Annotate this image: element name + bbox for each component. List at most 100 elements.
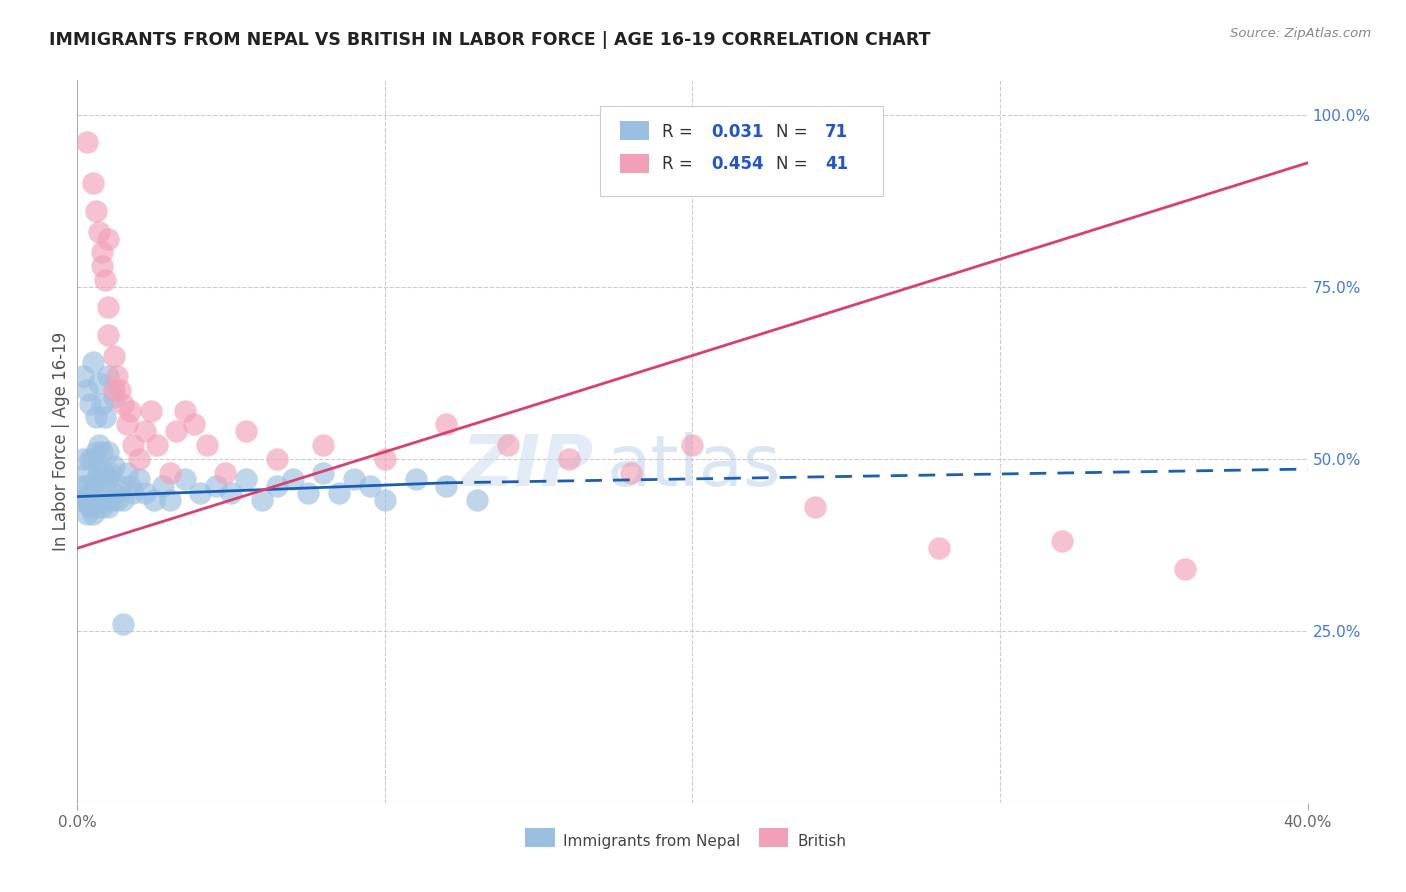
Y-axis label: In Labor Force | Age 16-19: In Labor Force | Age 16-19 — [52, 332, 70, 551]
Point — [146, 438, 169, 452]
Text: N =: N = — [776, 155, 813, 173]
Point — [359, 479, 381, 493]
Text: IMMIGRANTS FROM NEPAL VS BRITISH IN LABOR FORCE | AGE 16-19 CORRELATION CHART: IMMIGRANTS FROM NEPAL VS BRITISH IN LABO… — [49, 31, 931, 49]
Point — [134, 424, 156, 438]
Point — [84, 204, 107, 219]
FancyBboxPatch shape — [620, 153, 650, 173]
Text: atlas: atlas — [606, 433, 780, 501]
FancyBboxPatch shape — [620, 121, 650, 140]
Point — [128, 472, 150, 486]
Text: Immigrants from Nepal: Immigrants from Nepal — [564, 834, 741, 848]
Point — [1174, 562, 1197, 576]
Point — [76, 507, 98, 521]
Text: ZIP: ZIP — [461, 433, 595, 501]
Point — [94, 410, 117, 425]
Point — [69, 493, 91, 508]
Point — [90, 259, 114, 273]
Point — [235, 472, 257, 486]
Point — [82, 177, 104, 191]
Point — [152, 479, 174, 493]
Point — [266, 451, 288, 466]
Point — [94, 493, 117, 508]
Point — [82, 507, 104, 521]
Point — [103, 390, 125, 404]
Point — [110, 383, 132, 397]
Point — [90, 397, 114, 411]
Point — [76, 383, 98, 397]
Point — [465, 493, 488, 508]
Point — [374, 451, 396, 466]
Point — [87, 493, 110, 508]
Point — [235, 424, 257, 438]
Point — [84, 500, 107, 514]
Point — [72, 451, 94, 466]
FancyBboxPatch shape — [600, 105, 883, 196]
Point — [183, 417, 205, 432]
Point — [188, 486, 212, 500]
Point — [76, 479, 98, 493]
Point — [72, 479, 94, 493]
Point — [97, 472, 120, 486]
Point — [115, 417, 138, 432]
Text: 71: 71 — [825, 122, 848, 141]
Point — [159, 493, 181, 508]
Point — [112, 493, 135, 508]
Point — [328, 486, 350, 500]
Point — [165, 424, 187, 438]
Point — [297, 486, 319, 500]
Point — [558, 451, 581, 466]
Point — [374, 493, 396, 508]
Point — [312, 438, 335, 452]
Point — [436, 417, 458, 432]
Point — [195, 438, 218, 452]
Point — [121, 438, 143, 452]
Point — [110, 479, 132, 493]
Text: 0.454: 0.454 — [711, 155, 763, 173]
Point — [90, 500, 114, 514]
Point — [105, 369, 128, 384]
Text: British: British — [797, 834, 846, 848]
Point — [82, 355, 104, 369]
Point — [94, 273, 117, 287]
Point — [97, 231, 120, 245]
Text: R =: R = — [662, 122, 697, 141]
Point — [103, 349, 125, 363]
Point — [128, 451, 150, 466]
Point — [115, 466, 138, 480]
Point — [405, 472, 427, 486]
Point — [250, 493, 273, 508]
Point — [84, 445, 107, 459]
Point — [87, 466, 110, 480]
Point — [72, 493, 94, 508]
Point — [118, 403, 141, 417]
Point — [141, 403, 163, 417]
Point — [82, 451, 104, 466]
Point — [84, 472, 107, 486]
Point — [79, 486, 101, 500]
Text: 0.031: 0.031 — [711, 122, 763, 141]
Point — [174, 472, 197, 486]
Point — [76, 135, 98, 149]
Text: R =: R = — [662, 155, 697, 173]
Point — [100, 493, 122, 508]
Point — [134, 486, 156, 500]
Point — [72, 369, 94, 384]
Point — [266, 479, 288, 493]
Point — [97, 500, 120, 514]
Point — [804, 500, 827, 514]
Text: 41: 41 — [825, 155, 848, 173]
Point — [214, 466, 236, 480]
FancyBboxPatch shape — [526, 828, 555, 847]
Point — [281, 472, 304, 486]
Text: Source: ZipAtlas.com: Source: ZipAtlas.com — [1230, 27, 1371, 40]
Point — [112, 397, 135, 411]
Point — [97, 327, 120, 342]
Point — [76, 493, 98, 508]
Point — [90, 245, 114, 260]
Point — [174, 403, 197, 417]
Point — [112, 616, 135, 631]
Point — [79, 500, 101, 514]
Point — [100, 466, 122, 480]
Point — [97, 445, 120, 459]
Point — [103, 383, 125, 397]
